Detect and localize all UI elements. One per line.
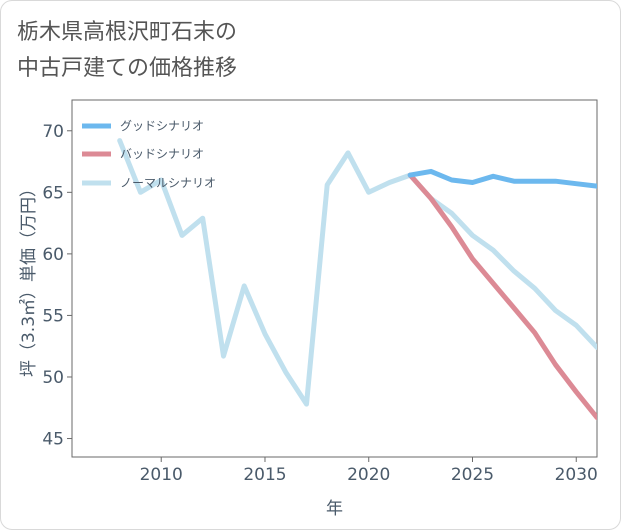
legend-label-bad: バッドシナリオ [120, 147, 204, 161]
y-axis-label: 坪（3.3㎡）単価（万円） [19, 180, 39, 377]
y-tick-label: 70 [42, 122, 64, 142]
chart-title: 栃木県高根沢町石末の 中古戸建ての価格推移 [17, 15, 237, 87]
series-line-good [407, 168, 597, 189]
y-tick-label: 45 [42, 430, 64, 450]
y-tick-label: 55 [42, 306, 64, 326]
chart-title-line2: 中古戸建ての価格推移 [17, 56, 238, 81]
x-tick-label: 2015 [243, 465, 286, 485]
series-line-normal [117, 138, 597, 407]
legend-label-normal: ノーマルシナリオ [120, 176, 216, 190]
chart-title-line1: 栃木県高根沢町石末の [17, 20, 238, 45]
x-tick-label: 2030 [555, 465, 598, 485]
legend-label-good: グッドシナリオ [120, 119, 204, 133]
x-tick-label: 2020 [347, 465, 390, 485]
y-tick-label: 65 [42, 183, 64, 203]
x-tick-label: 2025 [451, 465, 494, 485]
x-tick-label: 2010 [140, 465, 183, 485]
y-tick-label: 60 [42, 245, 64, 265]
series-line-bad [407, 172, 597, 421]
plot-area-border [71, 99, 598, 458]
x-axis-label: 年 [326, 499, 343, 519]
y-tick-label: 50 [42, 368, 64, 388]
